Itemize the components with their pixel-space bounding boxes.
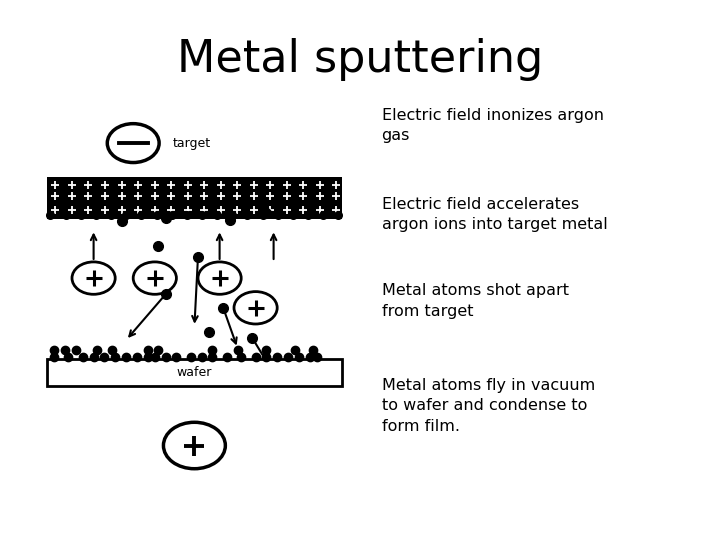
Circle shape	[198, 262, 241, 294]
Text: target: target	[173, 137, 211, 150]
Circle shape	[234, 292, 277, 324]
Circle shape	[163, 422, 225, 469]
Circle shape	[133, 262, 176, 294]
Circle shape	[107, 124, 159, 163]
Bar	[47, 177, 342, 219]
Text: Metal sputtering: Metal sputtering	[177, 38, 543, 81]
Text: Metal atoms shot apart
from target: Metal atoms shot apart from target	[382, 284, 569, 319]
Circle shape	[72, 262, 115, 294]
Text: Electric field inonizes argon
gas: Electric field inonizes argon gas	[382, 108, 603, 144]
Text: Metal atoms fly in vacuum
to wafer and condense to
form film.: Metal atoms fly in vacuum to wafer and c…	[382, 378, 595, 434]
Text: wafer: wafer	[176, 366, 212, 379]
Bar	[47, 359, 342, 386]
Text: Electric field accelerates
argon ions into target metal: Electric field accelerates argon ions in…	[382, 197, 608, 233]
